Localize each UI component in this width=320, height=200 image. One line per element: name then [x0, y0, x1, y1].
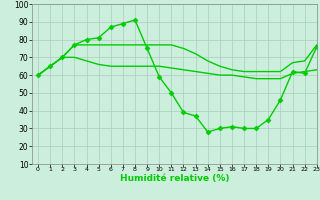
X-axis label: Humidité relative (%): Humidité relative (%)	[120, 174, 229, 183]
